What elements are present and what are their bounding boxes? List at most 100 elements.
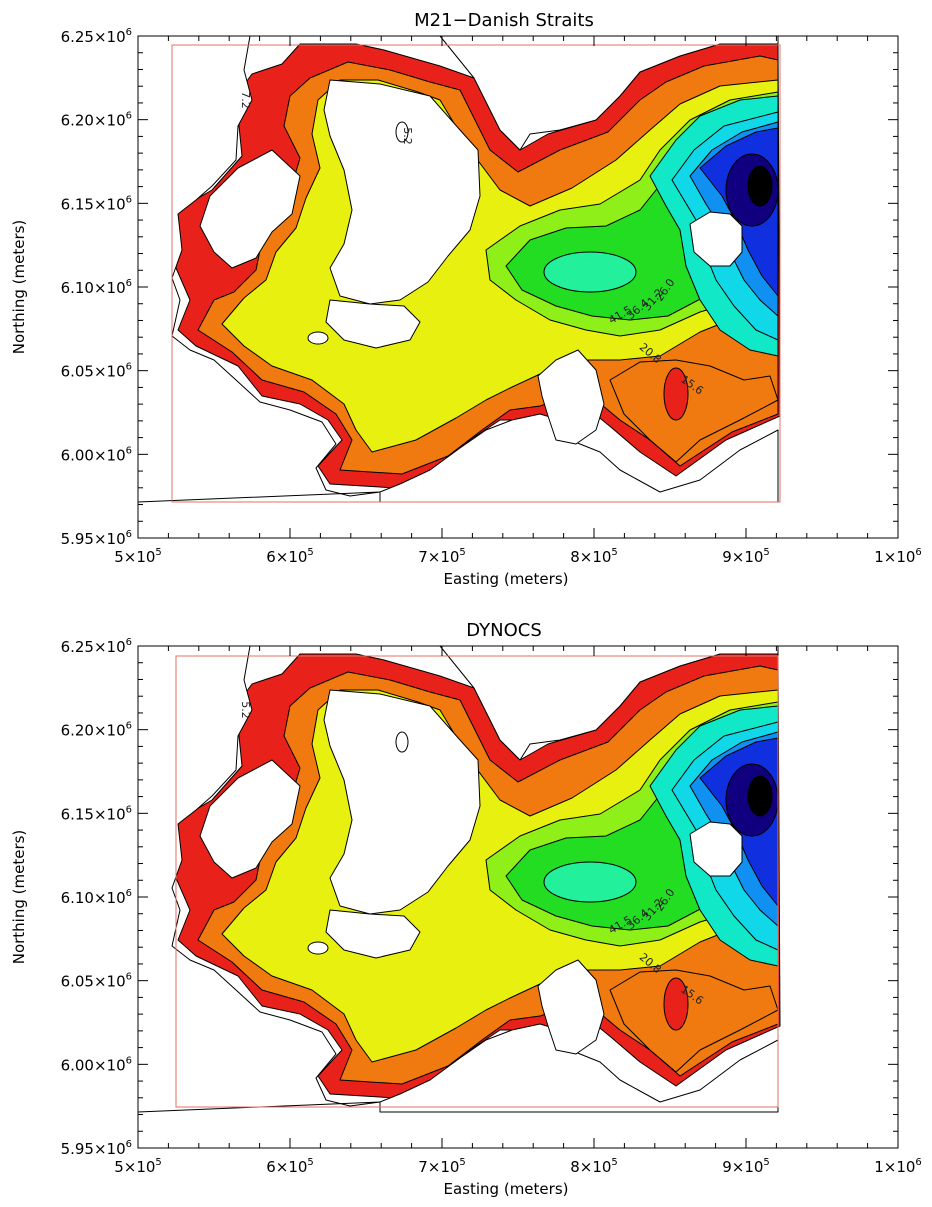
x-tick-label-mantissa: 6 [266,1158,276,1176]
x-tick-label-times: ×10 [884,1158,916,1176]
depth-pocket-red [663,367,689,421]
x-tick-label-exponent: 5 [611,1157,617,1168]
y-tick-label-exponent: 6 [126,362,132,373]
y-tick-label-mantissa: 5.95 [61,1140,94,1158]
y-tick-label-times: ×10 [94,805,126,823]
map-panel-2: 41.536.431.226.020.815.65.25×105 6×105 7×1… [10,620,922,1198]
x-tick-label-mantissa: 1 [874,1158,884,1176]
y-tick-label: 6.05×106 [61,362,132,381]
depth-band-deepest [747,775,773,817]
x-tick-label: 7×105 [418,547,466,566]
y-tick-label-mantissa: 6.25 [61,638,94,656]
y-tick-label: 6.20×106 [61,111,132,130]
y-tick-label-mantissa: 6.15 [61,195,94,213]
y-tick-label-times: ×10 [94,195,126,213]
y-tick-label-mantissa: 5.95 [61,530,94,548]
x-tick-label: 8×105 [570,547,618,566]
y-tick-label: 5.95×106 [61,1139,132,1158]
x-tick-label-times: ×10 [124,548,156,566]
model-domain-box [171,44,781,503]
x-tick-label-exponent: 5 [155,1157,161,1168]
x-tick-label-exponent: 5 [155,547,161,558]
y-tick-label-times: ×10 [94,722,126,740]
x-tick-label-times: ×10 [124,1158,156,1176]
x-tick-label-mantissa: 7 [418,548,428,566]
land-jutland [137,35,381,503]
y-tick-label: 5.95×106 [61,529,132,548]
land-rugen [537,959,605,1055]
depth-pocket-aquamarine [543,861,637,903]
land-sweden [439,645,779,761]
land-islet [395,121,409,143]
x-tick-label: 6×105 [266,547,314,566]
x-tick-label-times: ×10 [580,548,612,566]
depth-band-deepest [747,165,773,207]
x-tick-label: 6×105 [266,1157,314,1176]
panel-title: DYNOCS [466,620,542,641]
y-tick-label: 6.25×106 [61,27,132,46]
y-tick-label-exponent: 6 [126,804,132,815]
y-tick-label: 6.10×106 [61,888,132,907]
contour-label: 5.2 [401,127,414,145]
y-tick-label-mantissa: 6.10 [61,279,94,297]
land-islet [307,331,329,345]
x-tick-label-mantissa: 7 [418,1158,428,1176]
y-tick-label: 6.00×106 [61,445,132,464]
x-tick-label-exponent: 6 [915,547,921,558]
y-tick-label-mantissa: 6.15 [61,805,94,823]
x-tick-label-times: ×10 [276,548,308,566]
y-tick-label: 6.15×106 [61,804,132,823]
y-tick-label-times: ×10 [94,112,126,130]
land-lolland [325,299,421,349]
land-islet [307,941,329,955]
x-tick-label-exponent: 5 [307,547,313,558]
y-tick-label-times: ×10 [94,279,126,297]
x-tick-label-mantissa: 8 [570,548,580,566]
x-tick-label: 5×105 [114,1157,162,1176]
land-germany-coast [379,413,779,503]
x-tick-label-exponent: 5 [763,1157,769,1168]
x-tick-label-times: ×10 [428,548,460,566]
land-zealand [323,689,481,915]
land-jutland [137,645,381,1113]
y-tick-label: 6.00×106 [61,1055,132,1074]
land-funen [199,149,301,269]
map-panel-1: 41.536.431.226.020.815.67.25.25×105 6×105… [10,10,922,588]
y-tick-label-times: ×10 [94,530,126,548]
y-tick-label: 6.10×106 [61,278,132,297]
y-tick-label-exponent: 6 [126,1139,132,1150]
x-axis-label: Easting (meters) [444,570,569,588]
y-tick-label-times: ×10 [94,1056,126,1074]
land-islet [395,731,409,753]
y-tick-label-mantissa: 6.00 [61,1056,94,1074]
y-tick-label-mantissa: 6.05 [61,363,94,381]
y-tick-label: 6.05×106 [61,972,132,991]
y-tick-label-exponent: 6 [126,972,132,983]
y-axis: 6.25×1066.20×1066.15×1066.10×1066.05×106… [10,27,898,548]
x-tick-label-mantissa: 9 [722,548,732,566]
x-axis-label: Easting (meters) [444,1180,569,1198]
y-tick-label-times: ×10 [94,889,126,907]
panel-title: M21−Danish Straits [414,10,594,31]
y-tick-label-mantissa: 6.00 [61,446,94,464]
y-tick-label-exponent: 6 [126,1055,132,1066]
depth-band-south-orange [609,359,779,463]
y-tick-label-exponent: 6 [126,27,132,38]
depth-pocket-red [663,977,689,1031]
x-tick-label-exponent: 6 [915,1157,921,1168]
x-tick-label-mantissa: 6 [266,548,276,566]
x-tick-label-times: ×10 [732,1158,764,1176]
x-tick-label-exponent: 5 [611,547,617,558]
x-tick-label-mantissa: 5 [114,1158,124,1176]
x-tick-label-times: ×10 [276,1158,308,1176]
y-tick-label-mantissa: 6.20 [61,722,94,740]
y-tick-label: 6.15×106 [61,194,132,213]
depth-pocket-aquamarine [543,251,637,293]
x-tick-label-exponent: 5 [307,1157,313,1168]
y-tick-label-exponent: 6 [126,194,132,205]
land-rugen [537,349,605,445]
x-tick-label: 9×105 [722,547,770,566]
y-tick-label-mantissa: 6.20 [61,112,94,130]
